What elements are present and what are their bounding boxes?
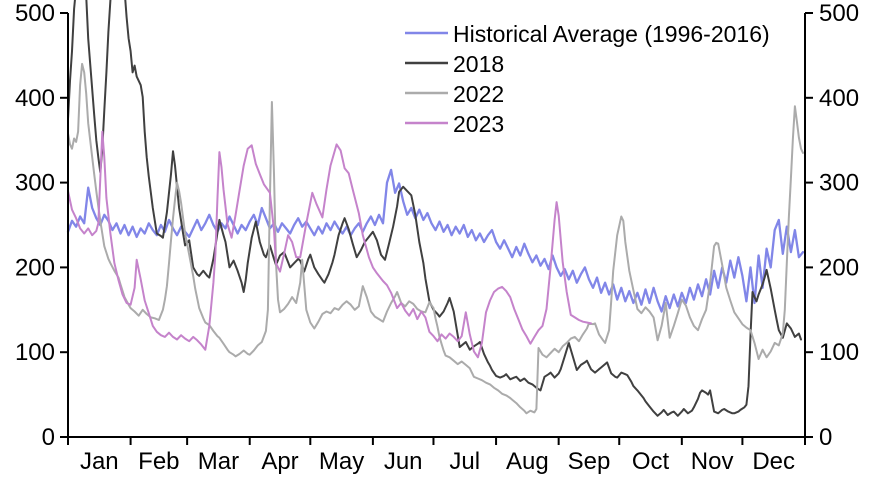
legend-label: 2023 (453, 111, 504, 137)
y-tick-label-right: 100 (819, 339, 859, 366)
y-tick-label-left: 500 (15, 0, 55, 27)
month-label: Sep (568, 448, 611, 475)
series-line-2018 (67, 0, 802, 417)
series-line-historical-average (66, 168, 805, 313)
month-label: Mar (198, 448, 239, 475)
month-label: Aug (506, 448, 549, 475)
month-label: Nov (691, 448, 734, 475)
month-label: Jan (80, 448, 119, 475)
series-line-2023 (67, 130, 592, 359)
y-tick-label-left: 400 (15, 85, 55, 112)
month-label: May (319, 448, 364, 475)
series-line-2022 (67, 62, 804, 415)
month-label: Oct (632, 448, 670, 475)
y-tick-label-right: 200 (819, 254, 859, 281)
month-label: Jun (384, 448, 423, 475)
legend-label: 2018 (453, 51, 504, 77)
legend-label: Historical Average (1996-2016) (453, 21, 770, 47)
month-label: Jul (449, 448, 480, 475)
month-label: Apr (261, 448, 298, 475)
y-tick-label-left: 200 (15, 254, 55, 281)
y-tick-label-left: 0 (42, 424, 55, 451)
y-tick-label-left: 300 (15, 170, 55, 197)
y-tick-label-right: 500 (819, 0, 859, 27)
y-tick-label-right: 0 (819, 424, 832, 451)
legend-label: 2022 (453, 81, 504, 107)
y-tick-label-right: 400 (819, 85, 859, 112)
month-label: Dec (752, 448, 795, 475)
y-tick-label-left: 100 (15, 339, 55, 366)
month-label: Feb (138, 448, 179, 475)
y-tick-label-right: 300 (819, 170, 859, 197)
